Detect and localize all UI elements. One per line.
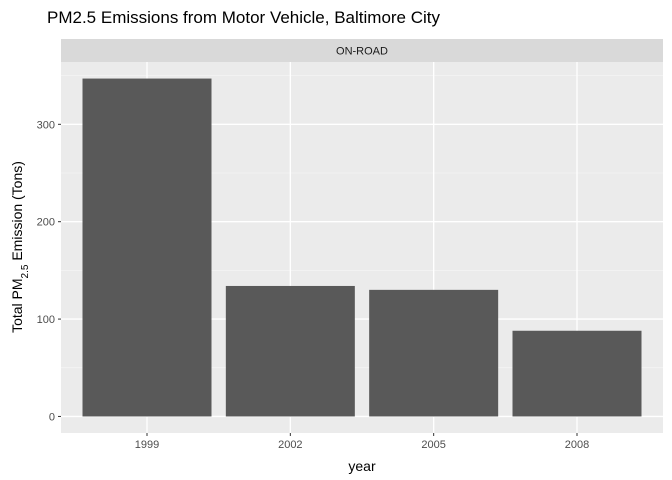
y-axis-title: Total PM2.5 Emission (Tons) (9, 161, 31, 333)
x-tick-label: 1999 (135, 439, 159, 451)
x-tick-label: 2002 (278, 439, 302, 451)
facet-strip (61, 39, 663, 62)
y-axis-title-subscript: 2.5 (20, 264, 31, 278)
x-tick-label: 2008 (565, 439, 589, 451)
x-tick-label: 2005 (421, 439, 445, 451)
bar-2005 (369, 289, 499, 417)
y-tick-label: 200 (37, 217, 55, 229)
x-axis: 1999 2002 2005 2008 (135, 433, 589, 451)
bar-2008 (512, 330, 642, 417)
facet-label: ON-ROAD (336, 46, 388, 58)
x-axis-title: year (348, 458, 376, 474)
y-tick-label: 0 (49, 411, 55, 423)
y-tick-label: 300 (37, 119, 55, 131)
bar-1999 (82, 78, 212, 417)
y-axis: 0 100 200 300 (37, 119, 61, 423)
bar-2002 (225, 285, 355, 417)
y-axis-title-suffix: Emission (Tons) (9, 161, 25, 264)
bars (82, 78, 642, 417)
y-axis-title-prefix: Total PM (9, 278, 25, 332)
chart-title: PM2.5 Emissions from Motor Vehicle, Balt… (47, 8, 441, 27)
y-tick-label: 100 (37, 314, 55, 326)
